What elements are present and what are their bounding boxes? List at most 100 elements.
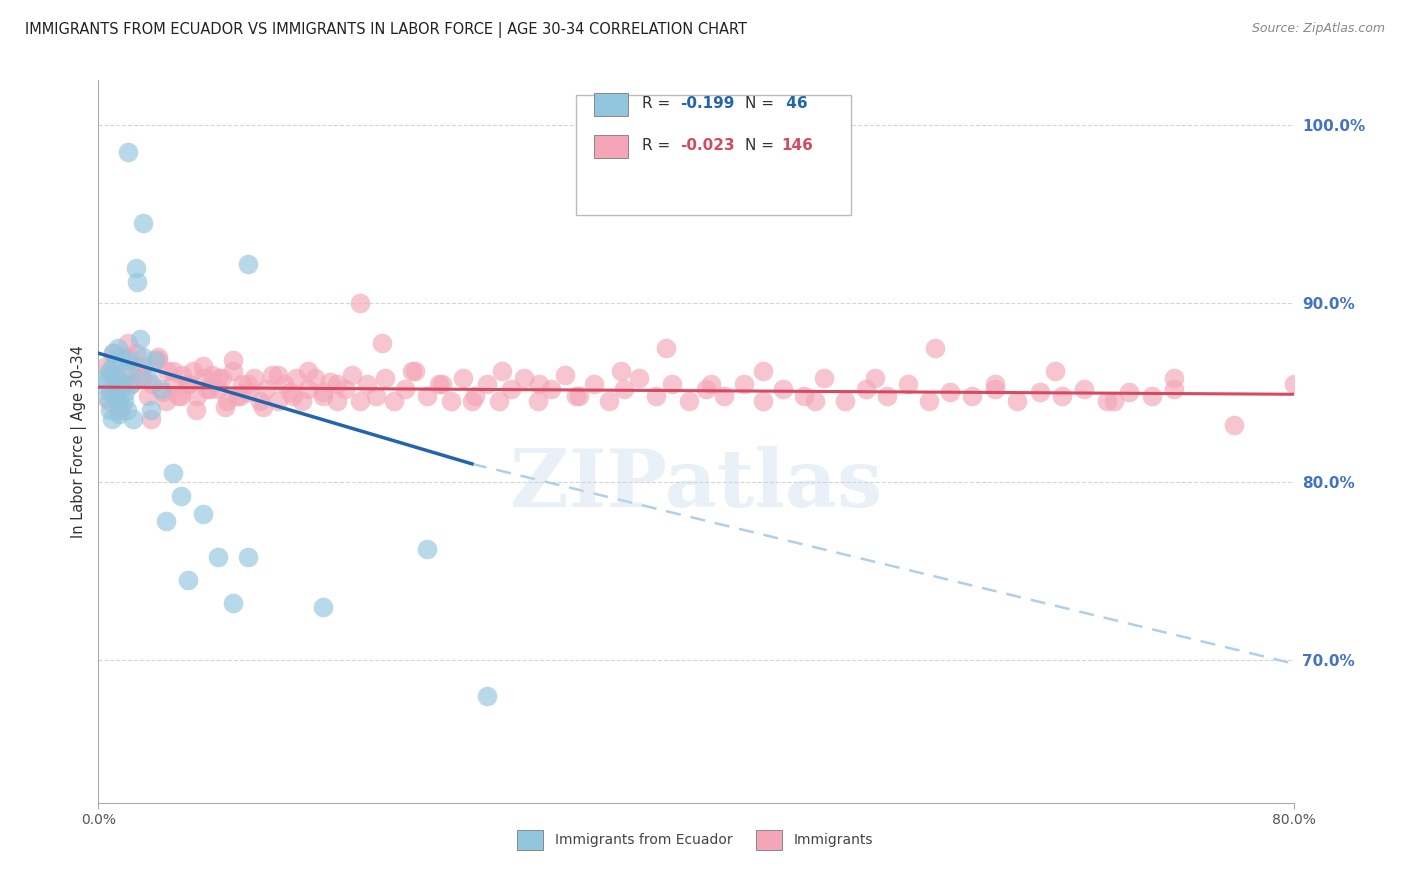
Point — [401, 364, 423, 378]
Point — [260, 368, 283, 382]
Point — [416, 389, 439, 403]
Text: -0.199: -0.199 — [681, 96, 735, 111]
Point — [105, 389, 128, 403]
Point — [319, 375, 342, 389]
Point — [326, 394, 349, 409]
Point — [939, 385, 962, 400]
Point — [98, 385, 122, 400]
Point — [107, 341, 129, 355]
Point — [540, 382, 562, 396]
Point — [104, 376, 127, 391]
Point — [211, 371, 233, 385]
Text: 46: 46 — [780, 96, 807, 111]
Point — [333, 382, 356, 396]
Point — [172, 368, 194, 382]
Point — [125, 359, 148, 373]
Point — [191, 507, 214, 521]
Point — [427, 376, 450, 391]
Point — [440, 394, 463, 409]
Point — [311, 599, 333, 614]
Point — [1223, 417, 1246, 432]
Point — [229, 389, 252, 403]
Point — [105, 368, 128, 382]
Point — [254, 382, 277, 396]
Point — [1282, 376, 1305, 391]
Point — [984, 382, 1007, 396]
Point — [117, 145, 139, 159]
Point — [267, 394, 290, 409]
Point — [111, 376, 134, 391]
Text: IMMIGRANTS FROM ECUADOR VS IMMIGRANTS IN LABOR FORCE | AGE 30-34 CORRELATION CHA: IMMIGRANTS FROM ECUADOR VS IMMIGRANTS IN… — [25, 22, 748, 38]
Point — [855, 382, 877, 396]
Point — [148, 350, 170, 364]
Point — [661, 376, 683, 391]
Point — [94, 371, 117, 385]
Point — [207, 382, 229, 396]
Point — [865, 371, 887, 385]
Point — [101, 412, 124, 426]
Point — [101, 368, 124, 382]
Point — [96, 391, 118, 405]
Point — [201, 368, 224, 382]
Point — [111, 376, 134, 391]
Point — [304, 371, 326, 385]
Point — [267, 368, 290, 382]
Point — [117, 335, 139, 350]
Point — [132, 216, 155, 230]
Point — [222, 353, 245, 368]
Text: N =: N = — [745, 137, 779, 153]
Point — [1163, 382, 1185, 396]
Point — [252, 400, 274, 414]
Point — [366, 389, 388, 403]
Text: Immigrants from Ecuador: Immigrants from Ecuador — [555, 832, 733, 847]
Point — [984, 376, 1007, 391]
Point — [513, 371, 536, 385]
Point — [132, 359, 155, 373]
Point — [644, 389, 666, 403]
Point — [215, 394, 238, 409]
Point — [129, 371, 152, 385]
Point — [103, 359, 125, 373]
Point — [1118, 385, 1140, 400]
Point — [326, 376, 349, 391]
Point — [97, 394, 120, 409]
Point — [94, 359, 117, 373]
Point — [598, 394, 620, 409]
Point — [394, 382, 416, 396]
Point — [108, 403, 131, 417]
Point — [752, 394, 775, 409]
Point — [475, 689, 498, 703]
Point — [139, 412, 162, 426]
FancyBboxPatch shape — [595, 94, 628, 117]
Point — [222, 596, 245, 610]
Point — [678, 394, 700, 409]
Point — [115, 403, 138, 417]
Text: Immigrants: Immigrants — [794, 832, 873, 847]
Point — [918, 394, 941, 409]
Point — [297, 364, 319, 378]
Point — [105, 371, 128, 385]
Point — [207, 549, 229, 564]
Point — [278, 385, 301, 400]
Text: N =: N = — [745, 96, 779, 111]
Point — [177, 573, 200, 587]
Point — [1005, 394, 1028, 409]
Point — [207, 371, 229, 385]
Point — [214, 400, 236, 414]
Point — [356, 376, 378, 391]
Point — [155, 394, 177, 409]
Point — [349, 394, 371, 409]
Point — [962, 389, 984, 403]
Point — [488, 394, 510, 409]
Point — [120, 376, 142, 391]
Point — [121, 412, 143, 426]
Point — [177, 376, 200, 391]
Point — [583, 376, 606, 391]
FancyBboxPatch shape — [576, 95, 852, 215]
Point — [527, 376, 550, 391]
Point — [191, 359, 214, 373]
Point — [125, 260, 148, 275]
Point — [752, 364, 775, 378]
Point — [129, 332, 152, 346]
Text: R =: R = — [643, 137, 675, 153]
